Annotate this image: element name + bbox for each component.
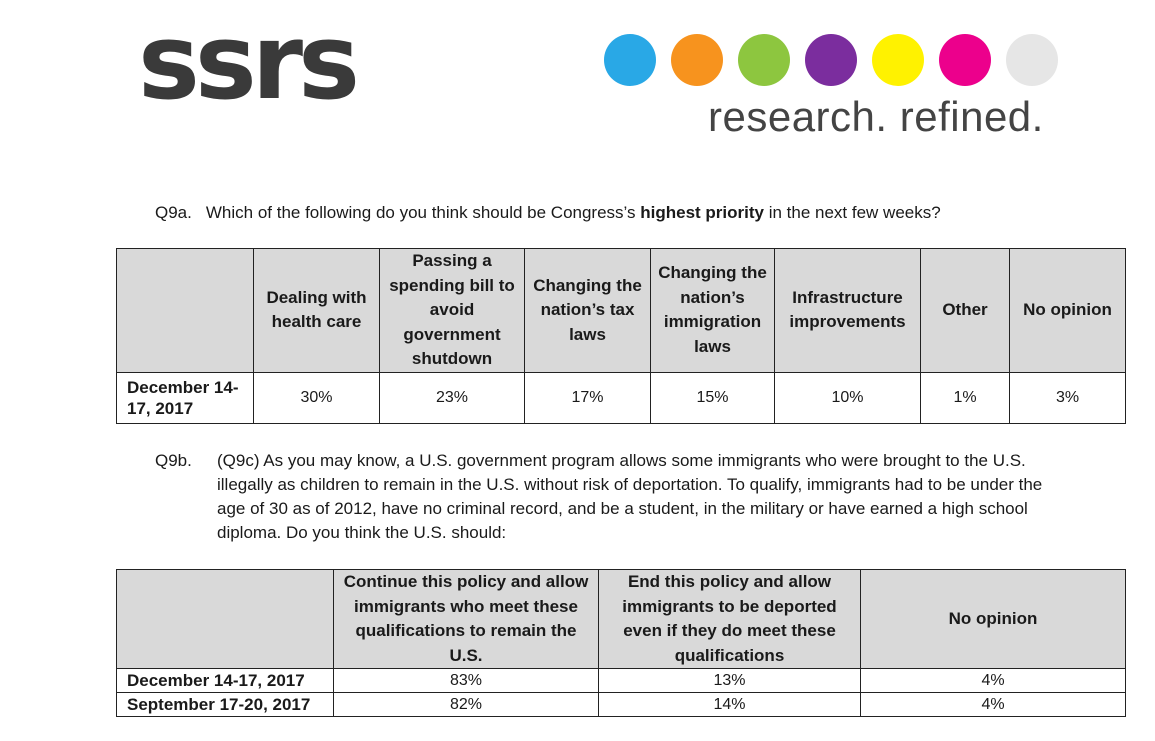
- brand-dots: [604, 34, 1058, 86]
- table-cell: 4%: [860, 692, 1126, 717]
- table-header-row: Dealing with health care Passing a spend…: [116, 248, 1126, 373]
- table-row: December 14-17, 2017 30% 23% 17% 15% 10%…: [116, 371, 1126, 424]
- column-header: No opinion: [860, 569, 1126, 669]
- question-text: (Q9c) As you may know, a U.S. government…: [217, 451, 1043, 542]
- column-header: Passing a spending bill to avoid governm…: [379, 248, 525, 373]
- column-header: End this policy and allow immigrants to …: [598, 569, 861, 669]
- brand-dot-green: [738, 34, 790, 86]
- q9a-results-table: Dealing with health care Passing a spend…: [116, 248, 1126, 424]
- question-q9b: Q9b. (Q9c) As you may know, a U.S. gover…: [155, 449, 1075, 545]
- brand-dot-yellow: [872, 34, 924, 86]
- column-header: Changing the nation’s immigration laws: [650, 248, 775, 373]
- table-cell: 17%: [524, 371, 651, 424]
- table-header-row: Continue this policy and allow immigrant…: [116, 569, 1126, 669]
- table-cell: 13%: [598, 668, 861, 693]
- question-emphasis: highest priority: [640, 203, 764, 222]
- table-cell: 3%: [1009, 371, 1126, 424]
- table-row: September 17-20, 2017 82% 14% 4%: [116, 692, 1126, 717]
- question-number: Q9a.: [155, 203, 192, 222]
- table-cell: 23%: [379, 371, 525, 424]
- table-cell: 14%: [598, 692, 861, 717]
- question-number: Q9b.: [155, 451, 192, 470]
- table-cell: 82%: [333, 692, 599, 717]
- table-cell: 10%: [774, 371, 921, 424]
- brand-dot-purple: [805, 34, 857, 86]
- header-empty-cell: [116, 248, 254, 373]
- table-cell: 30%: [253, 371, 380, 424]
- question-text-end: in the next few weeks?: [763, 203, 941, 222]
- column-header: Infrastructure improvements: [774, 248, 921, 373]
- column-header: Dealing with health care: [253, 248, 380, 373]
- brand-dot-blue: [604, 34, 656, 86]
- brand-dot-magenta: [939, 34, 991, 86]
- q9b-results-table: Continue this policy and allow immigrant…: [116, 569, 1126, 717]
- column-header: No opinion: [1009, 248, 1126, 373]
- question-q9a: Q9a. Which of the following do you think …: [155, 201, 941, 225]
- brand-dot-orange: [671, 34, 723, 86]
- row-label: December 14-17, 2017: [116, 371, 254, 424]
- question-text: Which of the following do you think shou…: [205, 203, 641, 222]
- table-cell: 1%: [920, 371, 1010, 424]
- column-header: Other: [920, 248, 1010, 373]
- column-header: Changing the nation’s tax laws: [524, 248, 651, 373]
- table-cell: 83%: [333, 668, 599, 693]
- table-cell: 4%: [860, 668, 1126, 693]
- table-row: December 14-17, 2017 83% 13% 4%: [116, 668, 1126, 693]
- row-label: September 17-20, 2017: [116, 692, 334, 717]
- logo-tagline: research. refined.: [708, 93, 1044, 140]
- column-header: Continue this policy and allow immigrant…: [333, 569, 599, 669]
- logo-wordmark: ssrs: [138, 1, 360, 123]
- brand-dot-gray: [1006, 34, 1058, 86]
- row-label: December 14-17, 2017: [116, 668, 334, 693]
- header-empty-cell: [116, 569, 334, 669]
- table-cell: 15%: [650, 371, 775, 424]
